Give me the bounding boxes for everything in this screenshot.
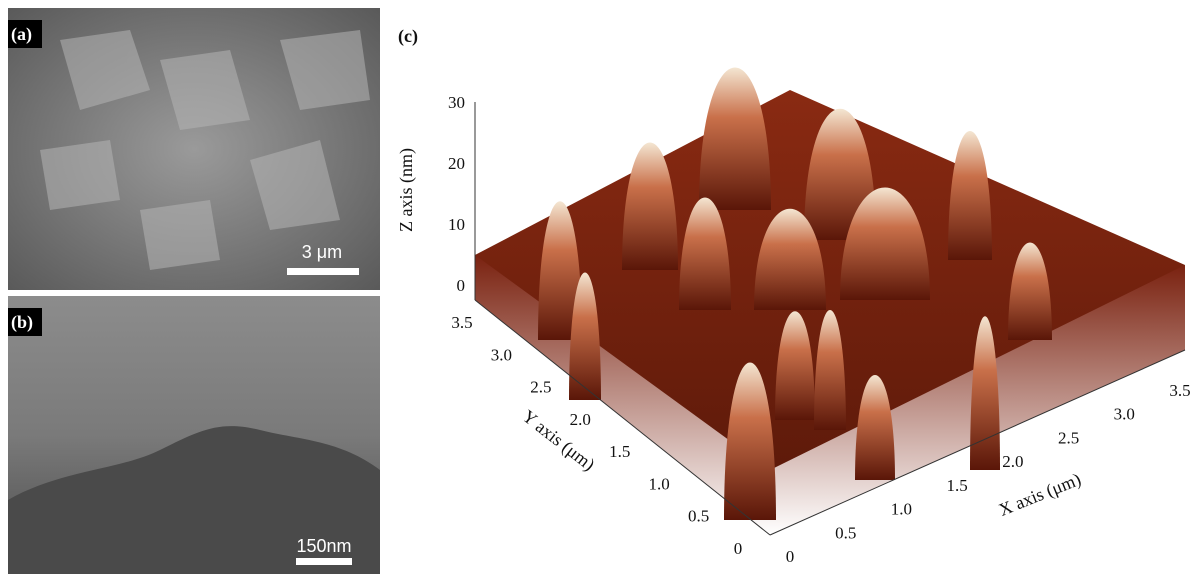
tick-label: 0 (786, 547, 795, 566)
tick-label: 30 (448, 93, 465, 112)
tick-label: 2.0 (1002, 452, 1023, 471)
panel-c: (c) Z axis (nm) Y axis (μm) X axis (μm) … (396, 26, 1191, 566)
page: (a) 3 μm (b) 150nm (c) Z axis (nm) Y axi… (0, 0, 1202, 574)
scale-bar (287, 268, 359, 275)
scale-bar-label: 150nm (296, 536, 351, 556)
tick-label: 3.5 (1169, 381, 1190, 400)
peak (948, 131, 992, 260)
tick-label: 1.0 (649, 474, 670, 493)
tick-label: 3.0 (1114, 405, 1135, 424)
tick-label: 0 (734, 539, 743, 558)
panel-a: (a) 3 μm (8, 8, 380, 290)
tick-label: 1.5 (947, 476, 968, 495)
tick-label: 20 (448, 154, 465, 173)
tick-label: 0.5 (688, 507, 709, 526)
tick-label: 2.5 (1058, 428, 1079, 447)
panel-label: (c) (398, 26, 418, 47)
tick-label: 0.5 (835, 523, 856, 542)
tick-label: 3.0 (491, 345, 512, 364)
tick-label: 2.5 (530, 378, 551, 397)
tick-label: 10 (448, 215, 465, 234)
peak (699, 68, 771, 211)
tick-label: 3.5 (451, 313, 472, 332)
panel-label: (a) (11, 24, 32, 45)
tick-label: 1.0 (891, 500, 912, 519)
tick-label: 0 (457, 276, 466, 295)
scale-bar-label: 3 μm (302, 242, 342, 262)
panel-b: (b) 150nm (8, 296, 380, 574)
panel-label: (b) (11, 312, 33, 333)
tick-label: 1.5 (609, 442, 630, 461)
z-axis-title: Z axis (nm) (396, 148, 417, 232)
scale-bar (296, 558, 352, 565)
tick-label: 2.0 (570, 410, 591, 429)
x-axis-title: X axis (μm) (996, 469, 1084, 521)
figure: (a) 3 μm (b) 150nm (c) Z axis (nm) Y axi… (0, 0, 1202, 574)
